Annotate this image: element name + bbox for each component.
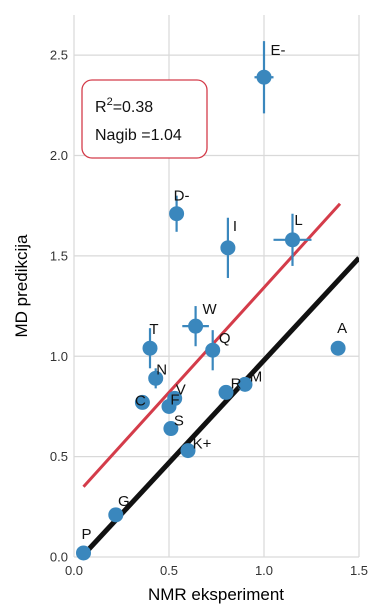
r-squared-text: R2=0.38 [95, 96, 153, 116]
point-label: W [203, 301, 218, 318]
data-point [180, 443, 196, 459]
y-axis-label: MD predikcija [12, 234, 31, 338]
point-label: I [233, 218, 237, 235]
annotation-box [81, 79, 208, 159]
r-squared-value: =0.38 [113, 99, 154, 116]
point-label: T [149, 321, 158, 338]
x-tick-label: 1.0 [255, 563, 273, 578]
point-label: P [81, 526, 91, 543]
point-label: N [156, 361, 167, 378]
data-point [167, 390, 183, 406]
point-label: L [294, 212, 302, 229]
data-point [205, 342, 221, 358]
data-point [169, 206, 185, 222]
y-tick-label: 2.5 [50, 48, 68, 63]
point-label: D- [174, 188, 190, 205]
data-point [330, 340, 346, 356]
data-point [148, 370, 164, 386]
point-label: A [337, 320, 347, 337]
data-point [256, 69, 272, 85]
point-label: F [170, 391, 179, 408]
y-tick-label: 1.0 [50, 349, 68, 364]
data-point [237, 376, 253, 392]
point-label: C [135, 392, 146, 409]
x-tick-label: 0.0 [65, 563, 83, 578]
point-label: Q [219, 330, 231, 347]
point-label: K+ [193, 436, 212, 453]
data-points [76, 41, 346, 561]
r-squared-superscript: 2 [107, 96, 113, 108]
data-point [134, 394, 150, 410]
x-tick-label: 0.5 [160, 563, 178, 578]
data-point [220, 240, 236, 256]
stats-annotation: R2=0.38 Nagib =1.04 [81, 79, 208, 159]
slope-text: Nagib =1.04 [95, 127, 182, 144]
point-label: M [250, 368, 263, 385]
point-label: V [176, 381, 186, 398]
x-tick-label: 1.5 [350, 563, 368, 578]
point-label: R [231, 375, 242, 392]
point-label: G [118, 493, 130, 510]
identity-line [79, 256, 359, 557]
data-point [76, 545, 91, 561]
data-point [218, 384, 234, 400]
x-axis-label: NMR eksperiment [148, 585, 284, 604]
y-tick-label: 0.5 [50, 449, 68, 464]
data-point [285, 232, 300, 248]
tick-labels: 0.0 0.5 1.0 1.5 0.0 0.5 1.0 1.5 2.0 2.5 [50, 48, 368, 578]
data-point [188, 318, 204, 334]
y-tick-label: 1.5 [50, 248, 68, 263]
data-point [142, 340, 158, 356]
data-point [108, 507, 124, 523]
point-label: E- [271, 42, 286, 59]
y-tick-label: 2.0 [50, 148, 68, 163]
data-point [163, 421, 179, 437]
point-label: S [174, 413, 184, 430]
r-squared-symbol: R [95, 99, 107, 116]
y-tick-label: 0.0 [50, 550, 68, 565]
